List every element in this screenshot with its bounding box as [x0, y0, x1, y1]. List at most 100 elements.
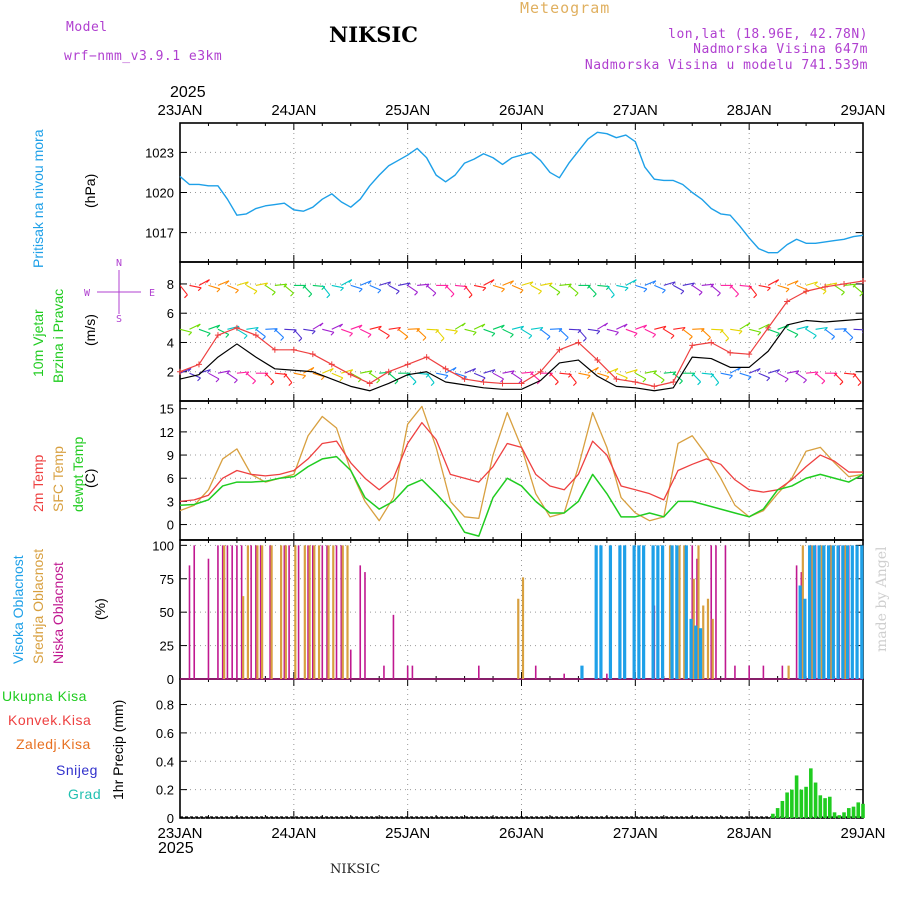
- wind-barb-flag: [472, 368, 477, 372]
- wind-barb-flag: [766, 377, 771, 382]
- wind-barb: [787, 370, 799, 374]
- wind-barb: [264, 372, 275, 383]
- wind-barb: [578, 372, 591, 377]
- wind-barb-flag: [358, 324, 363, 329]
- precip-snow-label: Snijeg: [56, 762, 98, 778]
- wind-barb-flag: [767, 287, 771, 292]
- precip-bar: [780, 800, 785, 818]
- wind-barb-flag: [197, 377, 201, 382]
- wind-barb: [180, 328, 192, 333]
- y-tick-label: 0: [167, 672, 174, 687]
- wind-barb-flag: [271, 291, 276, 296]
- wind-barb: [217, 370, 230, 374]
- wind-barb-flag: [414, 291, 418, 296]
- wind-barb: [502, 328, 514, 336]
- wind-barb: [217, 280, 230, 286]
- wind-barb: [208, 284, 221, 290]
- wind-barb: [729, 285, 739, 295]
- wind-barb-flag: [548, 282, 553, 287]
- wind-speed-line: [179, 318, 864, 392]
- wind-barb-flag: [216, 288, 221, 293]
- wind-barb: [303, 328, 316, 332]
- wind-barb: [625, 279, 637, 286]
- wind-barb-flag: [394, 380, 399, 385]
- y-tick-label: 4: [167, 335, 174, 350]
- temp2m-line: [179, 421, 863, 503]
- y-tick-label: 0: [167, 811, 174, 826]
- wind-barb: [549, 328, 562, 330]
- wind-barb: [180, 285, 188, 296]
- wind-barb-flag: [320, 376, 325, 381]
- wind-barb-flag: [624, 287, 629, 292]
- wind-barb: [483, 369, 496, 374]
- wind-barb-flag: [444, 375, 449, 379]
- wind-barb-flag: [633, 333, 638, 337]
- wind-barb-flag: [358, 288, 363, 293]
- wind-gust-line: [179, 280, 864, 387]
- y-tick-label: 0: [167, 518, 174, 533]
- date-label-top: 26JAN: [499, 102, 544, 119]
- wind-barb: [843, 283, 857, 286]
- wind-barb-flag: [472, 331, 477, 336]
- wind-gust-marker: [765, 324, 772, 331]
- wind-barb: [568, 284, 579, 294]
- wind-barb: [843, 328, 854, 338]
- compass-w: W: [84, 288, 91, 299]
- wind-barb-flag: [529, 281, 534, 286]
- wind-barb: [265, 284, 276, 293]
- wind-barb-flag: [422, 337, 427, 341]
- wind-barb: [473, 284, 486, 289]
- model-elevation-info: Nadmorska Visina u modelu 741.539m: [584, 58, 868, 73]
- y-tick-label: 15: [160, 402, 174, 417]
- wind-gust-marker: [366, 380, 373, 387]
- wind-barb: [691, 372, 702, 383]
- wind-barb: [407, 328, 420, 330]
- wind-barb: [862, 373, 863, 374]
- wind-barb-flag: [633, 369, 638, 374]
- wind-barb: [777, 372, 789, 380]
- wind-barb: [350, 324, 363, 330]
- precip-bar: [813, 782, 818, 818]
- wind-barb-flag: [461, 322, 466, 327]
- wind-gust-marker: [499, 380, 506, 387]
- wind-barb: [369, 284, 381, 291]
- wind-barb-flag: [225, 334, 230, 338]
- wind-barb-flag: [691, 282, 695, 287]
- wind-barb-flag: [226, 370, 231, 375]
- wind-barb: [663, 371, 676, 374]
- wind-barb: [834, 284, 845, 293]
- precip-conv-label: Konvek.Kisa: [8, 712, 92, 728]
- wind-barb-flag: [290, 292, 294, 297]
- wind-barb: [720, 372, 733, 377]
- wind-gust-marker: [480, 378, 487, 385]
- wind-barb-flag: [280, 337, 285, 341]
- wind-barb: [663, 328, 675, 337]
- wind-gust-marker: [233, 324, 240, 331]
- wind-barb-flag: [671, 281, 676, 286]
- wind-barb: [559, 283, 572, 286]
- wind-barb: [274, 283, 287, 286]
- wind-barb-flag: [605, 376, 610, 381]
- wind-barb-flag: [725, 337, 730, 342]
- date-label-bottom: 24JAN: [271, 825, 316, 842]
- wind-barb: [625, 369, 638, 374]
- wind-barb: [521, 328, 533, 337]
- wind-barb: [445, 328, 458, 332]
- wind-barb: [350, 284, 363, 290]
- wind-barb: [767, 369, 780, 374]
- precip-bar: [775, 808, 780, 818]
- precip-bar: [771, 813, 775, 818]
- wind-barb-flag: [556, 291, 561, 296]
- precip-bar: [827, 796, 832, 818]
- precip-bar: [799, 789, 804, 818]
- wind-barb: [777, 284, 790, 290]
- date-label-top: 28JAN: [727, 102, 772, 119]
- wind-barb-flag: [872, 376, 875, 379]
- y-tick-label: 25: [160, 639, 174, 654]
- wind-barb: [331, 323, 343, 330]
- wind-barb: [644, 280, 657, 286]
- wind-barb-flag: [298, 337, 303, 342]
- wind-barb-flag: [610, 294, 615, 299]
- wind-barb: [578, 328, 587, 339]
- year-top: 2025: [170, 84, 206, 101]
